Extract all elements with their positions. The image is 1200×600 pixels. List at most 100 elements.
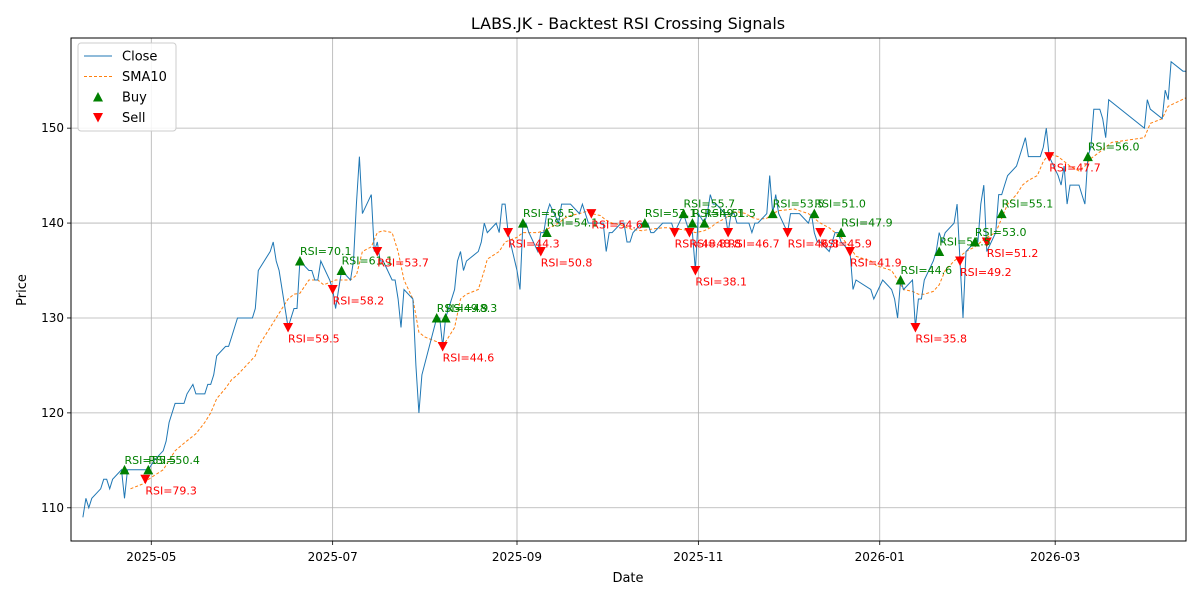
buy-label: RSI=49.1 bbox=[692, 207, 744, 220]
sell-label: RSI=58.2 bbox=[333, 295, 385, 308]
sell-label: RSI=41.9 bbox=[850, 257, 902, 270]
x-tick-label: 2025-07 bbox=[308, 550, 358, 564]
sell-marker bbox=[955, 256, 966, 267]
buy-marker bbox=[767, 208, 778, 219]
sell-label: RSI=44.3 bbox=[508, 238, 560, 251]
sell-marker bbox=[815, 228, 826, 238]
sell-label: RSI=53.7 bbox=[377, 257, 429, 270]
sell-marker bbox=[1044, 152, 1055, 162]
buy-label: RSI=54.1 bbox=[547, 217, 599, 230]
buy-label: RSI=51.5 bbox=[939, 236, 991, 249]
sell-label: RSI=51.2 bbox=[987, 247, 1039, 260]
buy-marker bbox=[1082, 151, 1093, 162]
sell-label: RSI=35.8 bbox=[915, 332, 967, 345]
chart-title: LABS.JK - Backtest RSI Crossing Signals bbox=[471, 14, 785, 33]
x-tick-label: 2026-01 bbox=[855, 550, 905, 564]
legend-box bbox=[77, 42, 177, 132]
buy-label: RSI=48.3 bbox=[446, 302, 498, 315]
buy-marker bbox=[699, 218, 710, 228]
buy-marker bbox=[934, 246, 945, 257]
y-tick-label: 150 bbox=[41, 121, 64, 135]
sma10-line bbox=[130, 97, 1187, 490]
close-line bbox=[82, 60, 1186, 518]
sell-label: RSI=46.8 bbox=[788, 238, 840, 251]
sell-label: RSI=48.8 bbox=[675, 238, 727, 251]
x-axis: 2025-05 2025-07 2025-09 2025-11 2026-01 2026-… bbox=[126, 541, 1080, 564]
sell-label: RSI=79.3 bbox=[145, 484, 197, 497]
buy-marker bbox=[836, 227, 847, 238]
buy-label: RSI=49.9 bbox=[437, 302, 489, 315]
sell-marker bbox=[283, 322, 294, 333]
buy-marker bbox=[996, 208, 1007, 219]
x-tick-label: 2025-09 bbox=[492, 550, 542, 564]
sell-label: RSI=38.1 bbox=[695, 276, 747, 289]
close-layer bbox=[82, 60, 1186, 518]
buy-marker bbox=[517, 218, 528, 228]
buy-label: RSI=47.9 bbox=[841, 217, 893, 230]
sell-marker bbox=[586, 209, 597, 219]
legend: Close SMA10 Buy Sell bbox=[77, 42, 177, 132]
sma10-layer bbox=[130, 97, 1187, 490]
y-tick-label: 120 bbox=[41, 406, 64, 420]
y-tick-label: 110 bbox=[41, 501, 64, 515]
sell-marker bbox=[690, 266, 701, 276]
y-tick-label: 140 bbox=[41, 216, 64, 230]
plot-frame bbox=[70, 37, 1187, 542]
sell-marker bbox=[684, 228, 695, 238]
sell-marker bbox=[437, 341, 448, 352]
sell-marker bbox=[140, 474, 151, 485]
y-tick-label: 130 bbox=[41, 311, 64, 325]
buy-marker bbox=[143, 464, 154, 475]
sell-marker bbox=[372, 247, 383, 257]
buy-label: RSI=55.7 bbox=[684, 198, 736, 211]
legend-label: Buy bbox=[122, 91, 147, 106]
buy-marker bbox=[294, 256, 305, 266]
buy-label: RSI=70.1 bbox=[300, 245, 352, 258]
buy-marker bbox=[541, 227, 552, 238]
sell-label: RSI=48.8 bbox=[689, 238, 741, 251]
buy-label: RSI=53.1 bbox=[645, 207, 697, 220]
sell-label: RSI=46.7 bbox=[728, 238, 780, 251]
buy-label: RSI=61.1 bbox=[342, 255, 394, 268]
legend-label: Close bbox=[122, 50, 157, 65]
x-tick-label: 2026-03 bbox=[1030, 550, 1080, 564]
sell-marker bbox=[503, 228, 514, 238]
buy-label: RSI=51.5 bbox=[704, 207, 756, 220]
buy-marker bbox=[119, 464, 130, 475]
buy-marker bbox=[639, 218, 650, 228]
sell-label: RSI=50.8 bbox=[541, 257, 593, 270]
buy-label: RSI=55.5 bbox=[125, 454, 177, 467]
sell-label: RSI=45.9 bbox=[820, 238, 872, 251]
sell-marker bbox=[981, 237, 992, 248]
sell-label: RSI=44.6 bbox=[443, 351, 495, 364]
sell-marker bbox=[845, 247, 856, 257]
sell-marker bbox=[327, 285, 338, 295]
signal-markers bbox=[119, 151, 1093, 485]
sell-marker bbox=[782, 228, 793, 238]
sell-marker bbox=[723, 228, 734, 238]
sell-label: RSI=47.7 bbox=[1049, 162, 1101, 175]
legend-sell-swatch bbox=[93, 113, 103, 123]
sell-label: RSI=54.6 bbox=[591, 219, 643, 232]
buy-marker bbox=[431, 312, 442, 323]
legend-label: Sell bbox=[122, 111, 145, 126]
y-axis-label: Price bbox=[15, 274, 30, 306]
buy-marker bbox=[440, 312, 451, 323]
buy-label: RSI=53.0 bbox=[975, 226, 1027, 239]
sell-marker bbox=[669, 228, 680, 238]
buy-label: RSI=53.5 bbox=[773, 198, 825, 211]
buy-label: RSI=44.6 bbox=[901, 264, 953, 277]
buy-label: RSI=56.5 bbox=[523, 207, 575, 220]
buy-marker bbox=[336, 265, 347, 276]
x-axis-label: Date bbox=[612, 571, 643, 586]
sell-label: RSI=59.5 bbox=[288, 332, 340, 345]
buy-label: RSI=51.0 bbox=[814, 198, 866, 211]
buy-label: RSI=55.1 bbox=[1002, 198, 1054, 211]
legend-buy-swatch bbox=[93, 92, 103, 102]
legend-label: SMA10 bbox=[122, 70, 167, 85]
sell-marker bbox=[910, 322, 921, 333]
buy-marker bbox=[678, 208, 689, 219]
